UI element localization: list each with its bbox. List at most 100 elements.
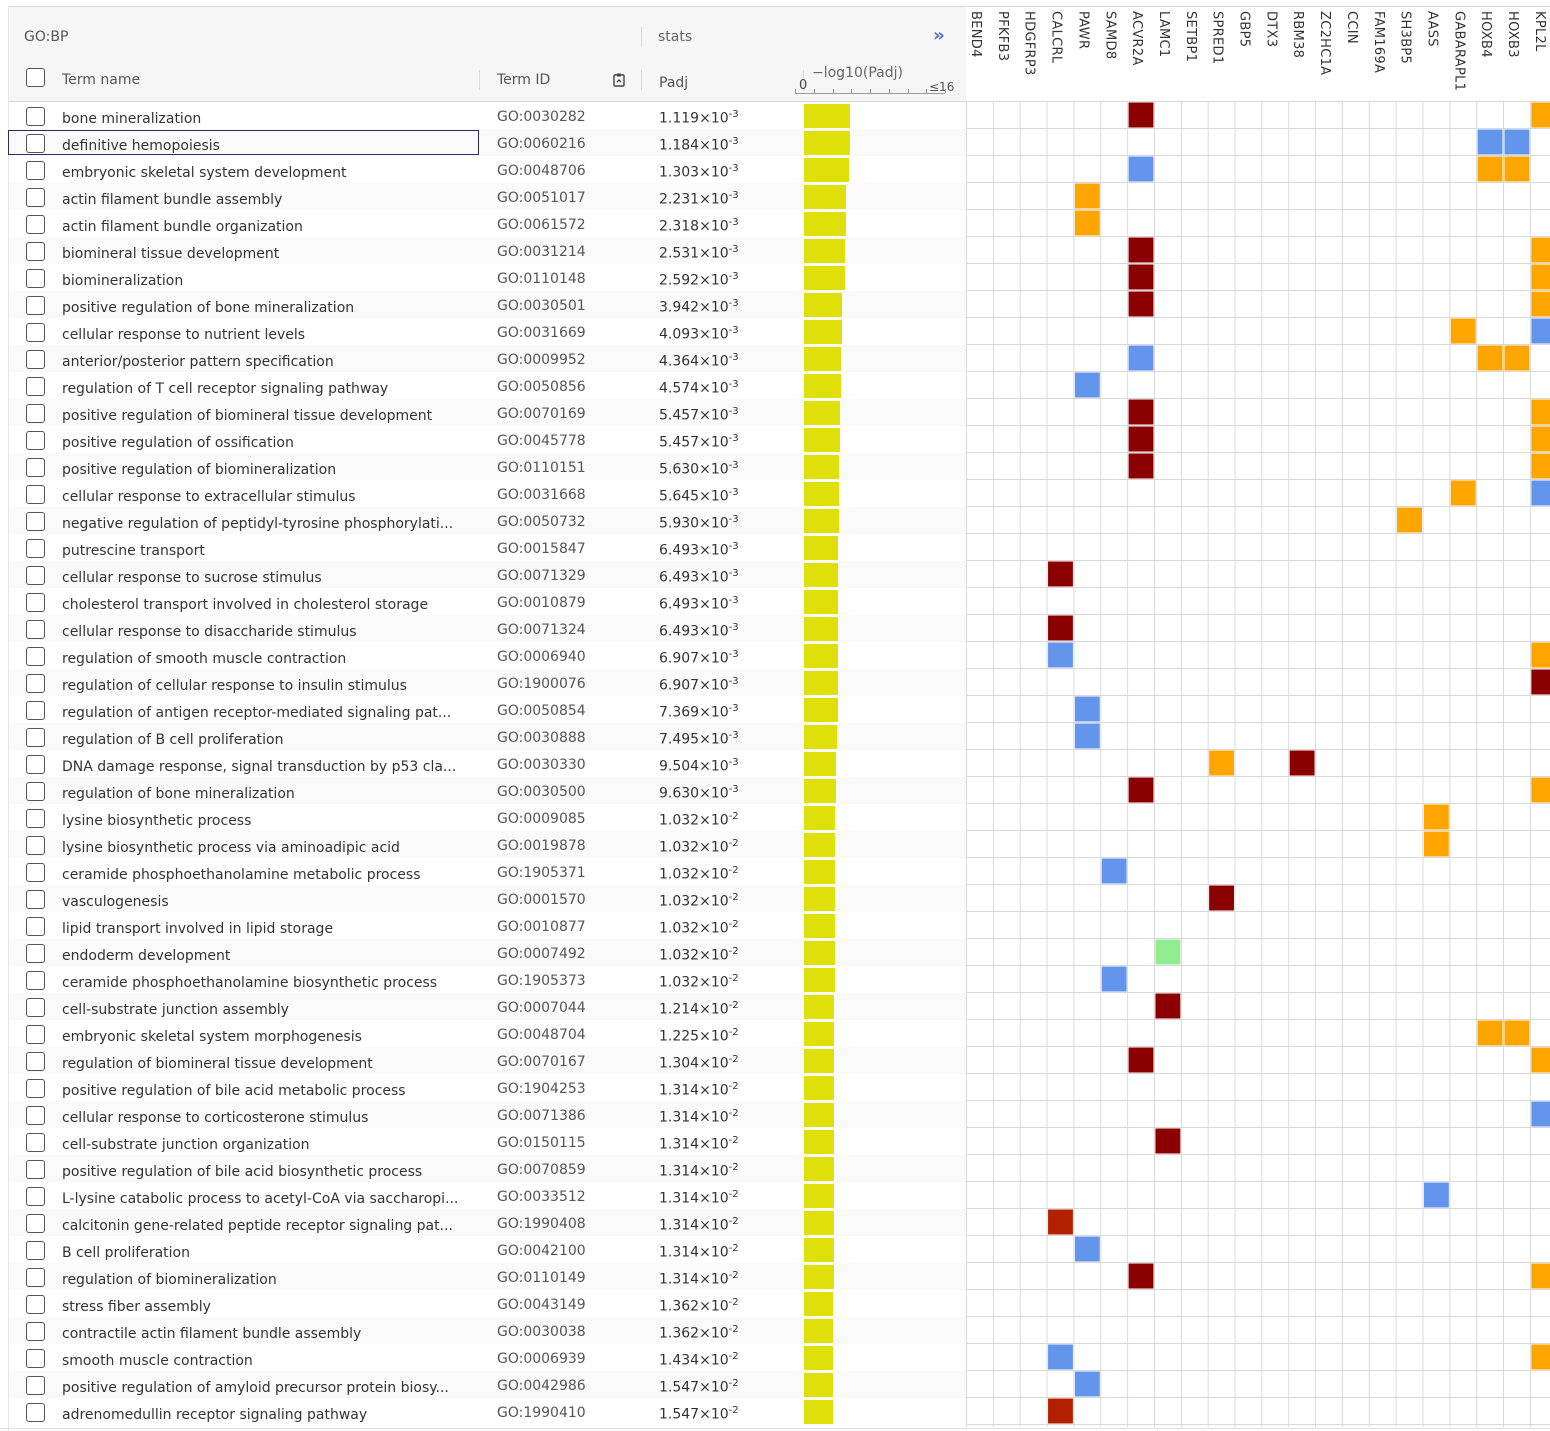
- term-name[interactable]: ceramide phosphoethanolamine metabolic p…: [62, 867, 421, 883]
- term-name[interactable]: regulation of biomineralization: [62, 1272, 277, 1288]
- term-checkbox[interactable]: [26, 998, 45, 1017]
- term-name[interactable]: cell-substrate junction assembly: [62, 1002, 289, 1018]
- heatmap-cell[interactable]: [1531, 399, 1550, 425]
- term-name[interactable]: smooth muscle contraction: [62, 1353, 253, 1369]
- term-row[interactable]: negative regulation of peptidyl-tyrosine…: [9, 507, 966, 534]
- term-checkbox[interactable]: [26, 323, 45, 342]
- term-name[interactable]: cell-substrate junction organization: [62, 1137, 310, 1153]
- term-row[interactable]: cellular response to sucrose stimulus GO:…: [9, 561, 966, 588]
- gene-column-header[interactable]: RBM38: [1288, 7, 1315, 101]
- term-checkbox[interactable]: [26, 458, 45, 477]
- gene-column-header[interactable]: GABARAPL1: [1449, 7, 1476, 101]
- term-checkbox[interactable]: [26, 242, 45, 261]
- term-checkbox[interactable]: [26, 944, 45, 963]
- term-checkbox[interactable]: [26, 647, 45, 666]
- term-name[interactable]: regulation of antigen receptor-mediated …: [62, 705, 452, 721]
- term-checkbox[interactable]: [26, 1160, 45, 1179]
- gene-column-header[interactable]: KPL2L: [1530, 7, 1550, 101]
- term-row[interactable]: L-lysine catabolic process to acetyl-CoA…: [9, 1182, 966, 1209]
- term-checkbox[interactable]: [26, 971, 45, 990]
- heatmap-cell[interactable]: [1289, 750, 1315, 776]
- term-name[interactable]: cellular response to sucrose stimulus: [62, 570, 322, 586]
- gene-column-header[interactable]: AASS: [1422, 7, 1449, 101]
- gene-column-header[interactable]: HOXB4: [1476, 7, 1503, 101]
- gene-column-header[interactable]: SETBP1: [1181, 7, 1208, 101]
- column-header-term-id[interactable]: Term ID: [497, 72, 551, 88]
- term-name[interactable]: regulation of B cell proliferation: [62, 732, 284, 748]
- term-checkbox[interactable]: [26, 296, 45, 315]
- term-checkbox[interactable]: [26, 1268, 45, 1287]
- gene-column-header[interactable]: CALCRL: [1047, 7, 1074, 101]
- term-name[interactable]: positive regulation of amyloid precursor…: [62, 1380, 449, 1396]
- term-row[interactable]: cellular response to extracellular stimu…: [9, 480, 966, 507]
- term-checkbox[interactable]: [26, 350, 45, 369]
- term-row[interactable]: B cell proliferation GO:0042100 1.314×10-2: [9, 1236, 966, 1263]
- term-name[interactable]: B cell proliferation: [62, 1245, 190, 1261]
- term-row[interactable]: calcitonin gene-related peptide receptor…: [9, 1209, 966, 1236]
- term-checkbox[interactable]: [26, 134, 45, 153]
- term-row[interactable]: regulation of cellular response to insul…: [9, 669, 966, 696]
- term-checkbox[interactable]: [26, 782, 45, 801]
- term-name[interactable]: lysine biosynthetic process via aminoadi…: [62, 840, 400, 856]
- term-name[interactable]: definitive hemopoiesis: [62, 138, 220, 154]
- term-row[interactable]: positive regulation of bile acid metabol…: [9, 1074, 966, 1101]
- term-name[interactable]: regulation of smooth muscle contraction: [62, 651, 347, 667]
- gene-column-header[interactable]: SPRED1: [1208, 7, 1235, 101]
- heatmap-cell[interactable]: [1450, 318, 1476, 344]
- heatmap-cell[interactable]: [1531, 480, 1550, 506]
- term-checkbox[interactable]: [26, 269, 45, 288]
- term-checkbox[interactable]: [26, 1106, 45, 1125]
- term-name[interactable]: anterior/posterior pattern specification: [62, 354, 334, 370]
- term-checkbox[interactable]: [26, 836, 45, 855]
- term-checkbox[interactable]: [26, 593, 45, 612]
- heatmap-cell[interactable]: [1074, 1236, 1100, 1262]
- term-row[interactable]: positive regulation of ossification GO:00…: [9, 426, 966, 453]
- term-checkbox[interactable]: [26, 1322, 45, 1341]
- term-row[interactable]: positive regulation of bile acid biosynt…: [9, 1155, 966, 1182]
- term-row[interactable]: cellular response to nutrient levels GO:0…: [9, 318, 966, 345]
- heatmap-cell[interactable]: [1128, 399, 1154, 425]
- heatmap-cell[interactable]: [1531, 1263, 1550, 1289]
- term-row[interactable]: regulation of T cell receptor signaling …: [9, 372, 966, 399]
- heatmap-cell[interactable]: [1423, 1182, 1449, 1208]
- gene-column-header[interactable]: LAMC1: [1154, 7, 1181, 101]
- gene-column-header[interactable]: BEND4: [966, 7, 993, 101]
- term-row[interactable]: smooth muscle contraction GO:0006939 1.434…: [9, 1344, 966, 1371]
- term-name[interactable]: positive regulation of biomineralization: [62, 462, 337, 478]
- term-checkbox[interactable]: [26, 1403, 45, 1422]
- term-name[interactable]: regulation of bone mineralization: [62, 786, 295, 802]
- heatmap-cell[interactable]: [1423, 831, 1449, 857]
- term-name[interactable]: contractile actin filament bundle assemb…: [62, 1326, 362, 1342]
- heatmap-cell[interactable]: [1531, 453, 1550, 479]
- term-checkbox[interactable]: [26, 1052, 45, 1071]
- heatmap-cell[interactable]: [1531, 264, 1550, 290]
- gene-column-header[interactable]: HDGFRP3: [1020, 7, 1047, 101]
- term-checkbox[interactable]: [26, 1079, 45, 1098]
- term-row[interactable]: cell-substrate junction assembly GO:00070…: [9, 993, 966, 1020]
- heatmap-cell[interactable]: [1048, 1209, 1073, 1235]
- term-row[interactable]: cell-substrate junction organization GO:0…: [9, 1128, 966, 1155]
- term-row[interactable]: anterior/posterior pattern specification…: [9, 345, 966, 372]
- term-name[interactable]: regulation of biomineral tissue developm…: [62, 1056, 373, 1072]
- term-row[interactable]: regulation of B cell proliferation GO:003…: [9, 723, 966, 750]
- heatmap-cell[interactable]: [1101, 858, 1127, 884]
- term-name[interactable]: positive regulation of ossification: [62, 435, 294, 451]
- heatmap-cell[interactable]: [1128, 453, 1154, 479]
- heatmap-cell[interactable]: [1209, 885, 1234, 911]
- term-checkbox[interactable]: [26, 404, 45, 423]
- term-name[interactable]: bone mineralization: [62, 111, 202, 127]
- term-row[interactable]: vasculogenesis GO:0001570 1.032×10-2: [9, 885, 966, 912]
- heatmap-cell[interactable]: [1531, 237, 1550, 263]
- term-row[interactable]: actin filament bundle organization GO:006…: [9, 210, 966, 237]
- term-name[interactable]: stress fiber assembly: [62, 1299, 211, 1315]
- term-checkbox[interactable]: [26, 539, 45, 558]
- heatmap-cell[interactable]: [1477, 1020, 1503, 1046]
- term-row[interactable]: definitive hemopoiesis GO:0060216 1.184×10…: [9, 129, 966, 156]
- heatmap-cell[interactable]: [1074, 723, 1100, 749]
- heatmap-cell[interactable]: [1128, 291, 1154, 317]
- term-checkbox[interactable]: [26, 485, 45, 504]
- term-row[interactable]: bone mineralization GO:0030282 1.119×10-3: [9, 102, 966, 129]
- gene-column-header[interactable]: HOXB3: [1503, 7, 1530, 101]
- heatmap-cell[interactable]: [1397, 507, 1422, 533]
- term-checkbox[interactable]: [26, 701, 45, 720]
